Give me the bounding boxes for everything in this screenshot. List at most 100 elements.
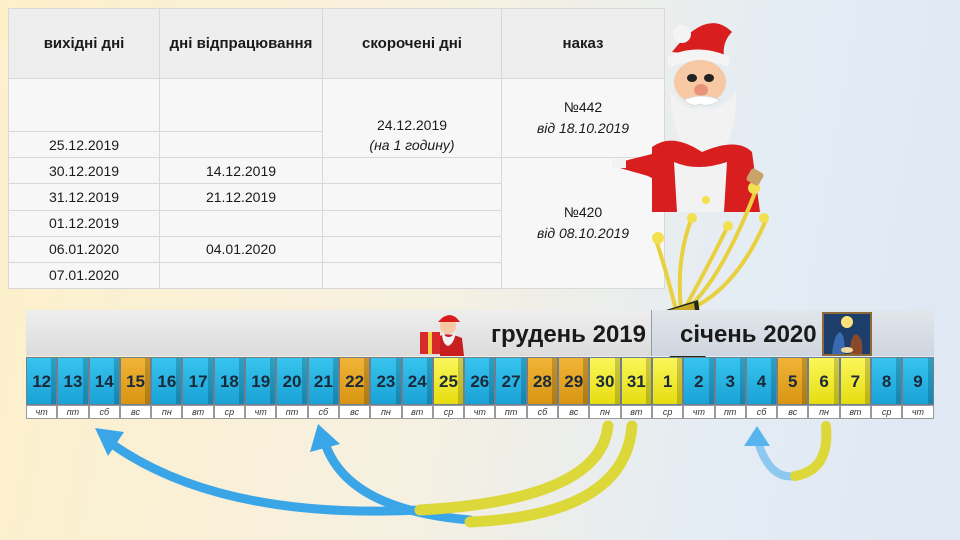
table-row-work	[159, 209, 323, 237]
day-cell: 12	[26, 357, 58, 405]
short-day-date: 24.12.2019	[376, 117, 448, 134]
nativity-icon	[822, 312, 872, 356]
weekday-label: сб	[526, 405, 559, 419]
day-cell: 22	[338, 357, 371, 405]
weekday-label: пн	[370, 405, 402, 419]
weekday-label: вс	[558, 405, 590, 419]
day-cell: 14	[88, 357, 120, 405]
weekday-label: сб	[88, 405, 120, 419]
holiday-schedule-table: вихідні дні дні відпрацювання скорочені …	[8, 8, 665, 290]
arrow-to-14-icon	[107, 439, 425, 516]
day-cell: 18	[213, 357, 246, 405]
day-cell: 27	[495, 357, 527, 405]
month-january-band	[652, 310, 934, 356]
table-row-off: 06.01.2020	[8, 235, 160, 263]
day-cell: 3	[714, 357, 746, 405]
empty-cell	[322, 157, 502, 185]
weekday-label: чт	[245, 405, 277, 419]
weekday-label: вс	[777, 405, 809, 419]
day-cell: 23	[370, 357, 402, 405]
arrow-from-6-icon	[790, 421, 832, 481]
arrow-to-4-icon	[754, 438, 799, 481]
table-row-off: 25.12.2019	[8, 131, 160, 159]
month-december-band	[26, 310, 652, 356]
weekday-label: вт	[401, 405, 433, 419]
header-work-days: дні відпрацювання	[159, 8, 323, 79]
weekday-label: ср	[651, 405, 684, 419]
order-420-cell: №420 від 08.10.2019	[501, 157, 665, 289]
weekday-label: пт	[57, 405, 89, 419]
santa-claus-icon	[612, 23, 760, 212]
arrow-head-icon	[310, 424, 340, 452]
weekday-label: вс	[338, 405, 371, 419]
weekday-label: ср	[871, 405, 903, 419]
arrow-from-30-icon	[414, 420, 614, 516]
month-label-december: грудень 2019	[491, 321, 646, 348]
weekday-label: чт	[464, 405, 496, 419]
day-cell: 2	[683, 357, 715, 405]
schedule-table: вихідні дні дні відпрацювання скорочені …	[8, 8, 665, 290]
weekday-label: ср	[432, 405, 465, 419]
day-cell: 16	[151, 357, 183, 405]
header-days-off: вихідні дні	[8, 8, 160, 79]
day-cell: 5	[777, 357, 809, 405]
short-day-note: (на 1 годину)	[369, 137, 455, 154]
order-date: від 08.10.2019	[536, 225, 630, 242]
day-cell: 1	[651, 357, 684, 405]
day-cell: 6	[808, 357, 840, 405]
short-day-cell: 24.12.2019 (на 1 годину)	[322, 77, 502, 159]
weekday-label: пн	[151, 405, 183, 419]
day-cell: 13	[57, 357, 89, 405]
empty-cell	[322, 183, 502, 211]
day-cell: 9	[902, 357, 934, 405]
calendar-days-row: 12 13 14 15 16 17 18 19 20 21 22 23 24 25 26 27 28 29 30 31…	[26, 357, 934, 405]
table-row-off: 07.01.2020	[8, 261, 160, 290]
weekday-label: сб	[745, 405, 778, 419]
table-row-work	[159, 131, 323, 159]
weekday-label: вс	[119, 405, 152, 419]
table-row-work	[159, 77, 323, 133]
table-row-off: 01.12.2019	[8, 209, 160, 237]
day-cell: 7	[839, 357, 872, 405]
day-cell: 29	[558, 357, 590, 405]
order-number: №442	[563, 99, 603, 116]
order-442-cell: №442 від 18.10.2019	[501, 77, 665, 159]
weekday-label: ср	[213, 405, 246, 419]
day-cell: 21	[307, 357, 339, 405]
weekday-label: пт	[714, 405, 746, 419]
weekday-label: пн	[808, 405, 840, 419]
table-row-off: 31.12.2019	[8, 183, 160, 211]
arrow-head-icon	[744, 426, 770, 446]
weekday-label: пт	[495, 405, 527, 419]
arrow-head-icon	[95, 428, 124, 456]
day-cell: 25	[432, 357, 465, 405]
empty-cell	[322, 235, 502, 263]
empty-cell	[322, 209, 502, 237]
weekday-label: пн	[589, 405, 621, 419]
weekday-label: сб	[307, 405, 339, 419]
day-cell: 24	[401, 357, 433, 405]
arrow-to-21-icon	[321, 441, 475, 525]
weekday-label: вт	[839, 405, 872, 419]
month-label-january: січень 2020	[680, 321, 817, 348]
santa-gift-icon	[420, 315, 464, 356]
table-row-off	[8, 77, 160, 133]
header-short-days: скорочені дні	[322, 8, 502, 79]
weekday-label: пт	[276, 405, 308, 419]
day-cell: 19	[245, 357, 277, 405]
table-row-work	[159, 261, 323, 290]
day-cell: 15	[119, 357, 152, 405]
day-cell: 4	[745, 357, 778, 405]
order-number: №420	[563, 204, 603, 221]
weekday-label: чт	[683, 405, 715, 419]
arrow-from-31-icon	[464, 420, 638, 528]
day-cell: 20	[276, 357, 308, 405]
weekday-label: вт	[182, 405, 214, 419]
day-cell: 28	[526, 357, 559, 405]
table-row-work: 04.01.2020	[159, 235, 323, 263]
header-order: наказ	[501, 8, 665, 79]
weekday-label: вт	[620, 405, 652, 419]
day-cell: 17	[182, 357, 214, 405]
day-cell: 26	[464, 357, 496, 405]
day-cell: 31	[620, 357, 652, 405]
